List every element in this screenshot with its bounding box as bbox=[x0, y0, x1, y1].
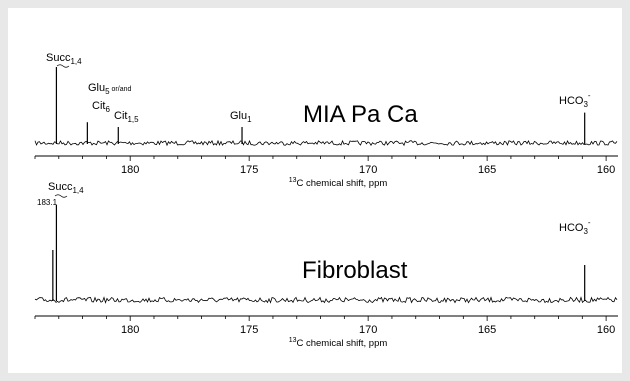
peak-label-glu5-mia: Glu5 or/and bbox=[88, 82, 131, 96]
tick-label-mia-180: 180 bbox=[121, 164, 139, 176]
tick-label-fibro-170: 170 bbox=[359, 324, 377, 336]
panel-title-fibroblast: Fibroblast bbox=[302, 257, 408, 284]
tick-label-fibro-175: 175 bbox=[240, 324, 258, 336]
tilde-mark-succ-fibro bbox=[54, 194, 68, 198]
panel-title-mia-pa-ca: MIA Pa Ca bbox=[303, 101, 418, 128]
x-axis-title-mia: 13C chemical shift, ppm bbox=[289, 177, 388, 189]
spectrum-line-mia-pa-ca bbox=[34, 139, 618, 147]
peak-label-glu1-mia: Glu1 bbox=[230, 110, 252, 124]
spectrum-line-fibroblast bbox=[34, 296, 618, 304]
figure-frame: 180 175 170 165 160 MIA Pa Ca Succ1,4 Glu5 o… bbox=[8, 8, 622, 373]
tick-label-mia-160: 160 bbox=[597, 164, 615, 176]
panel-fibroblast: 180 175 170 165 160 Fibroblast Succ1,4 183.1… bbox=[34, 181, 618, 349]
tick-label-mia-170: 170 bbox=[359, 164, 377, 176]
peak-group-fibroblast bbox=[52, 205, 586, 301]
x-axis-title-fibro: 13C chemical shift, ppm bbox=[289, 337, 388, 349]
peak-ref-value-fibro: 183.1 bbox=[37, 198, 58, 207]
peak-label-succ-mia: Succ1,4 bbox=[46, 52, 82, 66]
x-ticks-mia-pa-ca: 180 175 170 165 160 bbox=[34, 156, 615, 176]
tick-label-mia-175: 175 bbox=[240, 164, 258, 176]
x-ticks-fibroblast: 180 175 170 165 160 bbox=[34, 316, 615, 336]
peak-group-mia-pa-ca bbox=[55, 67, 586, 144]
peak-label-succ-fibro: Succ1,4 bbox=[48, 181, 84, 195]
peak-label-hco3-mia: HCO3- bbox=[559, 91, 591, 109]
tick-label-fibro-160: 160 bbox=[597, 324, 615, 336]
tick-label-fibro-180: 180 bbox=[121, 324, 139, 336]
peak-label-cit15-mia: Cit1,5 bbox=[114, 110, 139, 124]
tilde-mark-succ-mia bbox=[56, 64, 70, 68]
nmr-spectra-chart: 180 175 170 165 160 MIA Pa Ca Succ1,4 Glu5 o… bbox=[34, 52, 618, 349]
tick-label-mia-165: 165 bbox=[478, 164, 496, 176]
tick-label-fibro-165: 165 bbox=[478, 324, 496, 336]
peak-label-cit6-mia: Cit6 bbox=[92, 100, 110, 114]
panel-mia-pa-ca: 180 175 170 165 160 MIA Pa Ca Succ1,4 Glu5 o… bbox=[34, 52, 618, 189]
peak-label-hco3-fibro: HCO3- bbox=[559, 218, 591, 236]
